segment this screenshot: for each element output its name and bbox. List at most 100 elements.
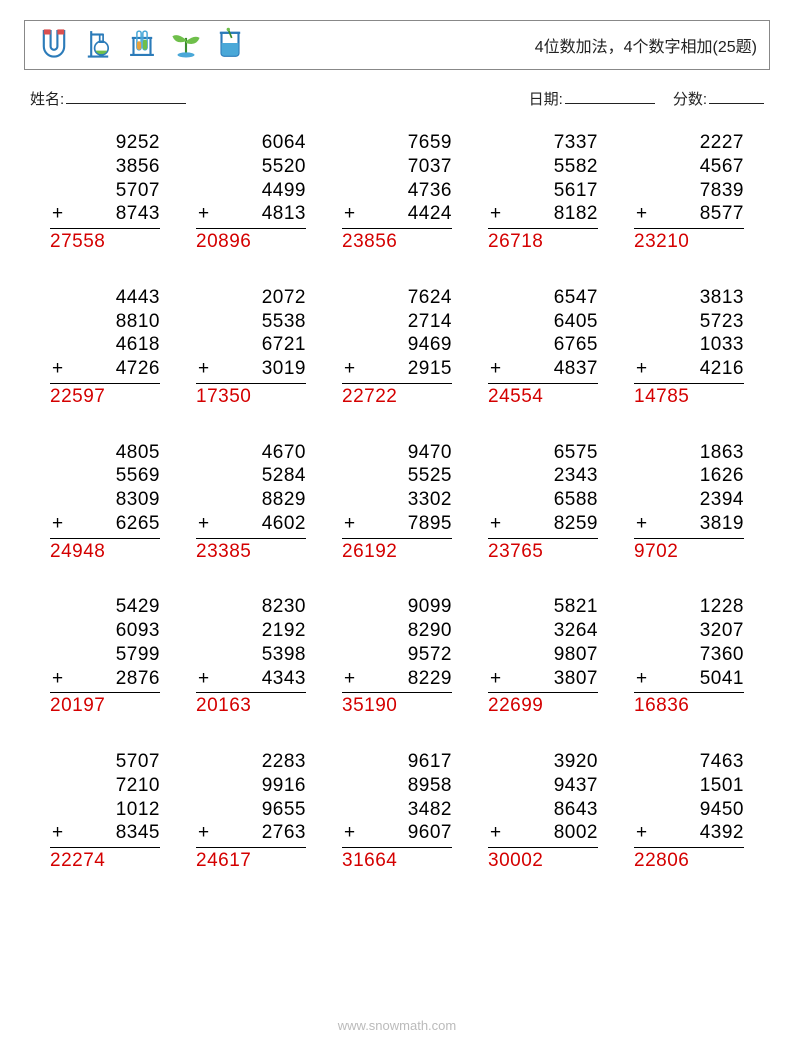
addition-problem: 228399169655+276324617 [196, 750, 306, 873]
score-label: 分数: [673, 88, 707, 109]
operator-row: +3819 [634, 512, 744, 536]
addend: 9807 [554, 643, 598, 667]
addition-problem: 222745677839+857723210 [634, 131, 744, 254]
addend: 4424 [408, 202, 452, 226]
addend: 2343 [554, 464, 598, 488]
addend: 7360 [700, 643, 744, 667]
operator-row: +4602 [196, 512, 306, 536]
plus-operator: + [342, 357, 355, 381]
addend: 9607 [408, 821, 452, 845]
addend: 9470 [408, 441, 452, 465]
addend: 1012 [116, 798, 160, 822]
addend: 7337 [554, 131, 598, 155]
answer: 22597 [48, 384, 160, 409]
header-box: 4位数加法，4个数字相加(25题) [24, 20, 770, 70]
addition-problem: 654764056765+483724554 [488, 286, 598, 409]
answer: 27558 [48, 229, 160, 254]
operator-row: +2763 [196, 821, 306, 845]
addition-problem: 925238565707+874327558 [50, 131, 160, 254]
plus-operator: + [342, 512, 355, 536]
plus-operator: + [50, 357, 63, 381]
addition-problem: 381357231033+421614785 [634, 286, 744, 409]
problems-grid: 925238565707+874327558606455204499+48132… [24, 131, 770, 873]
plus-operator: + [50, 512, 63, 536]
addend: 8002 [554, 821, 598, 845]
addend: 3302 [408, 488, 452, 512]
addend: 6547 [554, 286, 598, 310]
addend: 3813 [700, 286, 744, 310]
addend: 1501 [700, 774, 744, 798]
plus-operator: + [196, 357, 209, 381]
plus-operator: + [342, 667, 355, 691]
addend: 8345 [116, 821, 160, 845]
addition-problem: 467052848829+460223385 [196, 441, 306, 564]
addition-problem: 542960935799+287620197 [50, 595, 160, 718]
addend: 6765 [554, 333, 598, 357]
addend: 2714 [408, 310, 452, 334]
name-blank-line [66, 89, 186, 104]
info-row: 姓名: 日期: 分数: [24, 88, 770, 131]
operator-row: +2915 [342, 357, 452, 381]
operator-row: +4392 [634, 821, 744, 845]
addend: 5525 [408, 464, 452, 488]
plus-operator: + [196, 202, 209, 226]
operator-row: +8002 [488, 821, 598, 845]
addend: 1626 [700, 464, 744, 488]
addend: 9572 [408, 643, 452, 667]
answer: 22699 [486, 693, 598, 718]
name-field: 姓名: [30, 88, 186, 109]
magnet-icon [37, 26, 71, 65]
addend: 5617 [554, 179, 598, 203]
answer: 23856 [340, 229, 452, 254]
operator-row: +8743 [50, 202, 160, 226]
plus-operator: + [488, 821, 501, 845]
addend: 8182 [554, 202, 598, 226]
answer: 23210 [632, 229, 744, 254]
addend: 7659 [408, 131, 452, 155]
addend: 1228 [700, 595, 744, 619]
addend: 2192 [262, 619, 306, 643]
addend: 4670 [262, 441, 306, 465]
answer: 35190 [340, 693, 452, 718]
addend: 4813 [262, 202, 306, 226]
addition-problem: 570772101012+834522274 [50, 750, 160, 873]
addend: 5041 [700, 667, 744, 691]
plus-operator: + [634, 821, 647, 845]
addend: 2283 [262, 750, 306, 774]
addend: 8229 [408, 667, 452, 691]
plus-operator: + [196, 667, 209, 691]
beaker-icon [213, 26, 247, 65]
worksheet-title: 4位数加法，4个数字相加(25题) [535, 33, 757, 57]
addend: 7839 [700, 179, 744, 203]
addend: 2227 [700, 131, 744, 155]
plus-operator: + [50, 202, 63, 226]
answer: 22806 [632, 848, 744, 873]
test-tube-rack-icon [125, 26, 159, 65]
addition-problem: 733755825617+818226718 [488, 131, 598, 254]
plus-operator: + [488, 512, 501, 536]
operator-row: +4726 [50, 357, 160, 381]
addend: 7210 [116, 774, 160, 798]
addend: 2072 [262, 286, 306, 310]
addend: 6575 [554, 441, 598, 465]
addend: 8829 [262, 488, 306, 512]
answer: 24948 [48, 539, 160, 564]
answer: 22722 [340, 384, 452, 409]
addition-problem: 762427149469+291522722 [342, 286, 452, 409]
operator-row: +4216 [634, 357, 744, 381]
score-field: 分数: [673, 88, 764, 109]
addend: 4567 [700, 155, 744, 179]
operator-row: +2876 [50, 667, 160, 691]
addend: 2394 [700, 488, 744, 512]
addition-problem: 746315019450+439222806 [634, 750, 744, 873]
addend: 5821 [554, 595, 598, 619]
addend: 4726 [116, 357, 160, 381]
addend: 3019 [262, 357, 306, 381]
addend: 1033 [700, 333, 744, 357]
answer: 31664 [340, 848, 452, 873]
addend: 9099 [408, 595, 452, 619]
addend: 6265 [116, 512, 160, 536]
plus-operator: + [634, 512, 647, 536]
answer: 26718 [486, 229, 598, 254]
plus-operator: + [50, 667, 63, 691]
